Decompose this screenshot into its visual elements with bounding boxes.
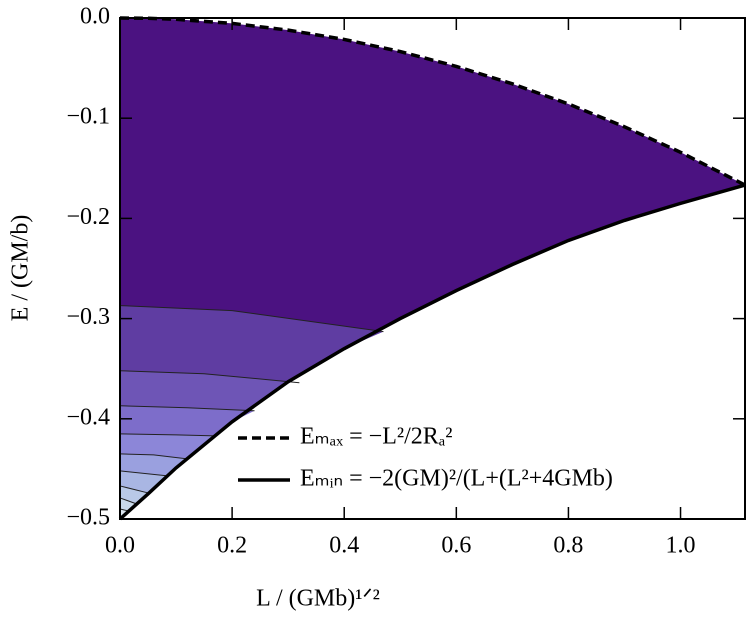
legend-label: Eₘₐₓ = −L²/2Rₐ²: [300, 424, 453, 450]
plot-frame: [119, 17, 746, 520]
x-tick-label: 0.2: [217, 533, 247, 559]
x-tick-label: 0.6: [441, 533, 471, 559]
x-axis-label: L / (GMb)¹ᐟ²: [256, 586, 380, 612]
y-tick-label: −0.3: [66, 304, 110, 330]
contour-line: [119, 433, 216, 437]
x-tick-label: 0.0: [105, 533, 135, 559]
contour-line: [119, 370, 300, 384]
y-tick-label: −0.5: [66, 505, 110, 531]
contour-line: [119, 305, 384, 333]
legend-label: Eₘᵢₙ = −2(GM)²/(L+(L²+4GMb): [300, 466, 613, 492]
y-axis-label: E / (GM/b): [8, 215, 34, 322]
contour-line: [119, 485, 149, 494]
x-tick-label: 1.0: [666, 533, 696, 559]
region-fill: [120, 18, 745, 519]
y-tick-label: −0.4: [66, 404, 110, 430]
y-tick-label: −0.1: [66, 104, 110, 130]
contour-line: [119, 405, 255, 412]
series-line: [118, 183, 746, 521]
x-tick-label: 0.8: [553, 533, 583, 559]
contour-line: [119, 453, 188, 460]
contour-line: [119, 497, 137, 505]
contour-line: [119, 470, 168, 477]
x-tick-label: 0.4: [329, 533, 359, 559]
y-tick-label: 0.0: [80, 4, 110, 30]
contour-band: [120, 305, 384, 519]
series-line: [119, 16, 746, 187]
y-tick-label: −0.2: [66, 204, 110, 230]
